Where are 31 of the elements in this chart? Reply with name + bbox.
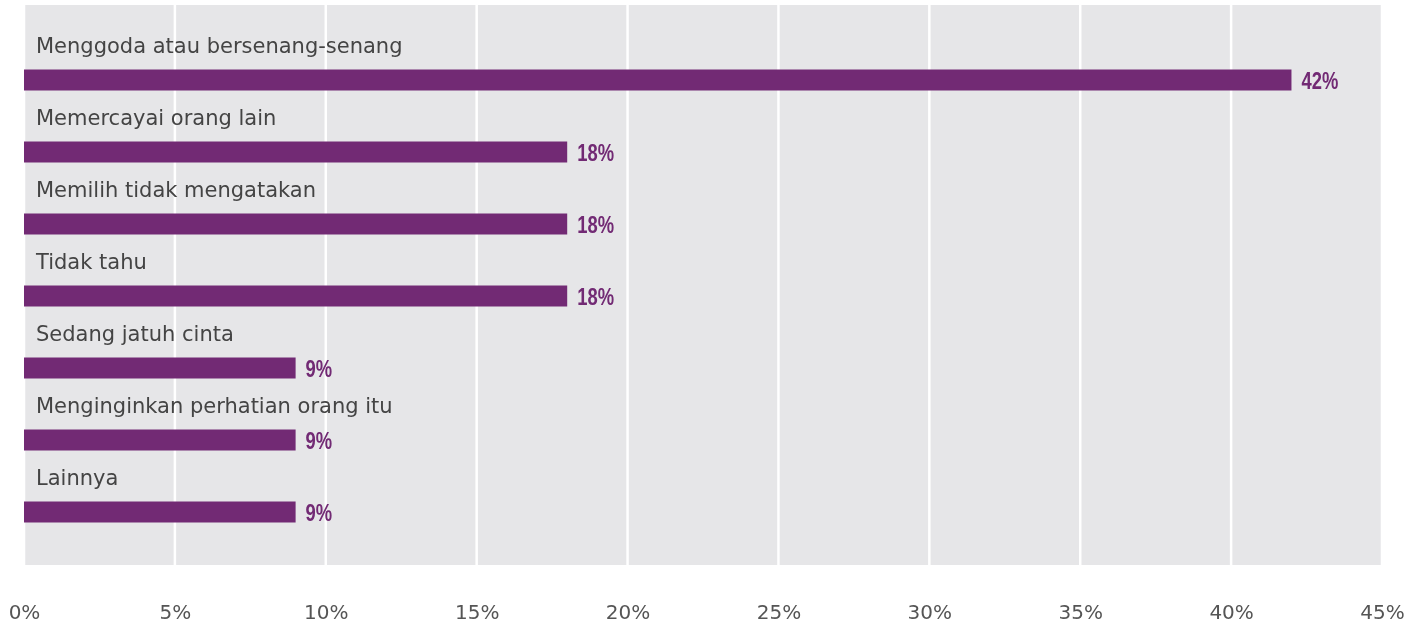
x-tick-label: 10%: [304, 600, 349, 625]
x-tick-label: 30%: [907, 600, 953, 625]
y-tick-label: Tidak tahu: [35, 250, 147, 274]
x-tick-label: 40%: [1209, 600, 1254, 625]
data-label: 9%: [305, 500, 333, 526]
x-tick-label: 15%: [454, 600, 500, 625]
bar: [24, 69, 1292, 91]
data-label: 18%: [577, 140, 614, 166]
x-tick-label: 35%: [1058, 600, 1103, 625]
y-tick-label: Memilih tidak mengatakan: [36, 178, 317, 202]
data-label: 18%: [577, 284, 614, 310]
bar: [24, 429, 296, 451]
y-tick-label: Memercayai orang lain: [36, 106, 277, 130]
x-tick-label: 20%: [605, 600, 651, 625]
y-tick-label: Sedang jatuh cinta: [36, 322, 234, 346]
bar: [24, 501, 296, 523]
bar: [24, 285, 568, 307]
data-label: 42%: [1301, 68, 1339, 94]
bar: [24, 141, 568, 163]
data-label: 9%: [305, 428, 333, 454]
x-tick-label: 25%: [756, 600, 802, 625]
data-label: 18%: [577, 212, 614, 238]
y-tick-label: Lainnya: [36, 466, 119, 490]
y-tick-label: Menginginkan perhatian orang itu: [36, 394, 393, 418]
data-label: 9%: [305, 356, 333, 382]
bar: [24, 213, 568, 235]
y-tick-label: Menggoda atau bersenang-senang: [36, 34, 403, 58]
x-tick-label: 0%: [8, 600, 41, 625]
x-tick-label: 45%: [1360, 600, 1405, 625]
bar: [24, 357, 296, 379]
x-tick-label: 5%: [159, 600, 192, 625]
